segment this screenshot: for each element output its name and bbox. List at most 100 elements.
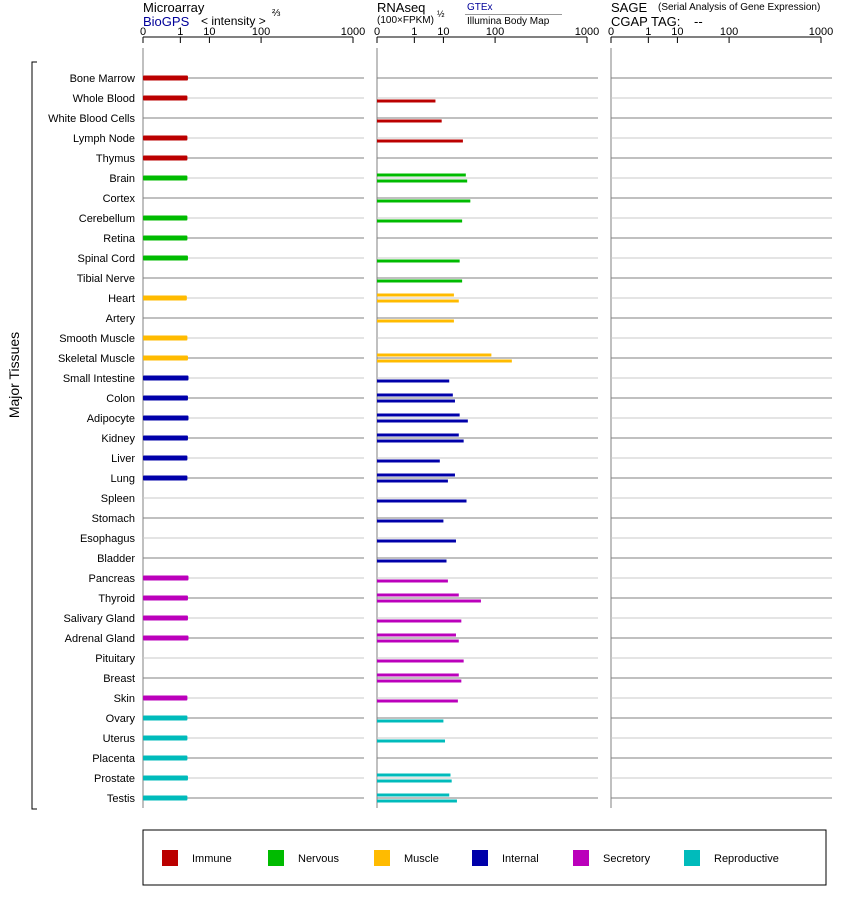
illumina-bar bbox=[377, 99, 436, 103]
microarray-bar bbox=[143, 235, 188, 241]
legend-swatch-immune bbox=[162, 850, 178, 866]
legend-label-immune: Immune bbox=[192, 853, 232, 865]
gtex-bar bbox=[377, 773, 451, 777]
illumina-bar bbox=[377, 319, 454, 323]
microarray-bar bbox=[143, 715, 188, 721]
gtex-bar bbox=[377, 593, 459, 597]
rnaseq-title: RNAseq bbox=[377, 0, 426, 15]
illumina-bar bbox=[377, 559, 447, 563]
gtex-bar bbox=[377, 413, 460, 417]
microarray-tick-label-0: 0 bbox=[140, 26, 146, 38]
tissue-label: Bladder bbox=[97, 553, 135, 565]
microarray-bar bbox=[143, 575, 189, 581]
microarray-bar bbox=[143, 375, 189, 381]
legend-label-secretory: Secretory bbox=[603, 853, 651, 865]
gtex-bar bbox=[377, 433, 459, 437]
tissue-label: Whole Blood bbox=[73, 93, 135, 105]
illumina-bar bbox=[377, 139, 463, 143]
tissue-label: Pancreas bbox=[89, 573, 136, 585]
tissue-label: Smooth Muscle bbox=[59, 333, 135, 345]
tissue-label: Skeletal Muscle bbox=[58, 353, 135, 365]
rnaseq-tick-label-100: 100 bbox=[486, 26, 504, 38]
illumina-bar bbox=[377, 499, 467, 503]
tissue-label: Testis bbox=[107, 793, 136, 805]
microarray-bar bbox=[143, 135, 188, 141]
sage-tick-label-10: 10 bbox=[671, 26, 683, 38]
rnaseq-tick-label-10: 10 bbox=[437, 26, 449, 38]
microarray-bar bbox=[143, 635, 189, 641]
tissue-label: Lymph Node bbox=[73, 133, 135, 145]
illumina-bar bbox=[377, 639, 459, 643]
rnaseq-unit: (100×FPKM) bbox=[377, 15, 434, 26]
microarray-bar bbox=[143, 695, 188, 701]
cgap-tag-label: CGAP TAG: bbox=[611, 14, 681, 29]
legend-label-internal: Internal bbox=[502, 853, 539, 865]
tissue-label: Lung bbox=[111, 473, 135, 485]
illumina-bar bbox=[377, 379, 450, 383]
legend-swatch-muscle bbox=[374, 850, 390, 866]
tissue-label: Salivary Gland bbox=[63, 613, 135, 625]
tissue-label: Heart bbox=[108, 293, 135, 305]
tissue-label: Adipocyte bbox=[87, 413, 135, 425]
tissue-label: Stomach bbox=[92, 513, 135, 525]
illumina-bar bbox=[377, 359, 512, 363]
illumina-bar bbox=[377, 519, 444, 523]
illumina-bar bbox=[377, 459, 440, 463]
microarray-bar bbox=[143, 255, 188, 261]
legend-label-nervous: Nervous bbox=[298, 853, 339, 865]
tissue-label: Bone Marrow bbox=[70, 73, 135, 85]
sage-tick-label-100: 100 bbox=[720, 26, 738, 38]
legend-swatch-reproductive bbox=[684, 850, 700, 866]
illumina-bar bbox=[377, 299, 459, 303]
illumina-bar bbox=[377, 539, 456, 543]
tissue-label: Brain bbox=[109, 173, 135, 185]
microarray-bar bbox=[143, 295, 187, 301]
tissue-label: Cortex bbox=[103, 193, 136, 205]
illumina-bar bbox=[377, 659, 464, 663]
tissue-label: Thymus bbox=[96, 153, 136, 165]
gtex-link[interactable]: GTEx bbox=[467, 2, 493, 13]
biogps-link[interactable]: BioGPS bbox=[143, 14, 190, 29]
illumina-bar bbox=[377, 779, 452, 783]
gtex-bar bbox=[377, 393, 453, 397]
tissue-label: Spinal Cord bbox=[78, 253, 135, 265]
tissue-label: Breast bbox=[103, 673, 135, 685]
illumina-bar bbox=[377, 479, 448, 483]
illumina-bar bbox=[377, 199, 471, 203]
legend-label-muscle: Muscle bbox=[404, 853, 439, 865]
legend-swatch-nervous bbox=[268, 850, 284, 866]
gtex-bar bbox=[377, 793, 450, 797]
illumina-bar bbox=[377, 179, 468, 183]
sage-title: SAGE bbox=[611, 0, 648, 15]
microarray-unit-exponent: ⅔ bbox=[272, 8, 281, 19]
sage-tick-label-1000: 1000 bbox=[809, 26, 833, 38]
sage-tick-label-1: 1 bbox=[645, 26, 651, 38]
microarray-bar bbox=[143, 595, 188, 601]
illumina-bar bbox=[377, 699, 458, 703]
tissue-label: Adrenal Gland bbox=[65, 633, 135, 645]
illumina-body-map-link[interactable]: Illumina Body Map bbox=[467, 16, 550, 27]
microarray-tick-label-100: 100 bbox=[252, 26, 270, 38]
microarray-bar bbox=[143, 75, 188, 81]
illumina-bar bbox=[377, 679, 462, 683]
rnaseq-unit-exponent: ½ bbox=[437, 9, 445, 19]
sage-tick-label-0: 0 bbox=[608, 26, 614, 38]
tissue-label: Pituitary bbox=[95, 653, 135, 665]
tissue-label: Artery bbox=[106, 313, 136, 325]
tissue-label: Kidney bbox=[101, 433, 135, 445]
tissue-label: Tibial Nerve bbox=[77, 273, 135, 285]
gtex-bar bbox=[377, 473, 455, 477]
illumina-bar bbox=[377, 799, 457, 803]
microarray-bar bbox=[143, 355, 188, 361]
tissue-label: Liver bbox=[111, 453, 135, 465]
gtex-bar bbox=[377, 353, 492, 357]
cgap-tag-value: -- bbox=[694, 14, 703, 29]
microarray-bar bbox=[143, 775, 188, 781]
illumina-bar bbox=[377, 419, 468, 423]
legend-swatch-secretory bbox=[573, 850, 589, 866]
microarray-bar bbox=[143, 395, 188, 401]
legend-label-reproductive: Reproductive bbox=[714, 853, 779, 865]
tissue-label: Retina bbox=[103, 233, 136, 245]
microarray-bar bbox=[143, 215, 188, 221]
